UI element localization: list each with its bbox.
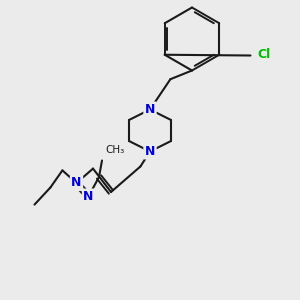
Text: Cl: Cl: [257, 48, 270, 62]
Text: N: N: [145, 103, 155, 116]
Text: N: N: [145, 145, 155, 158]
Text: CH₃: CH₃: [106, 145, 125, 155]
Text: N: N: [71, 176, 82, 190]
Text: N: N: [83, 190, 94, 203]
